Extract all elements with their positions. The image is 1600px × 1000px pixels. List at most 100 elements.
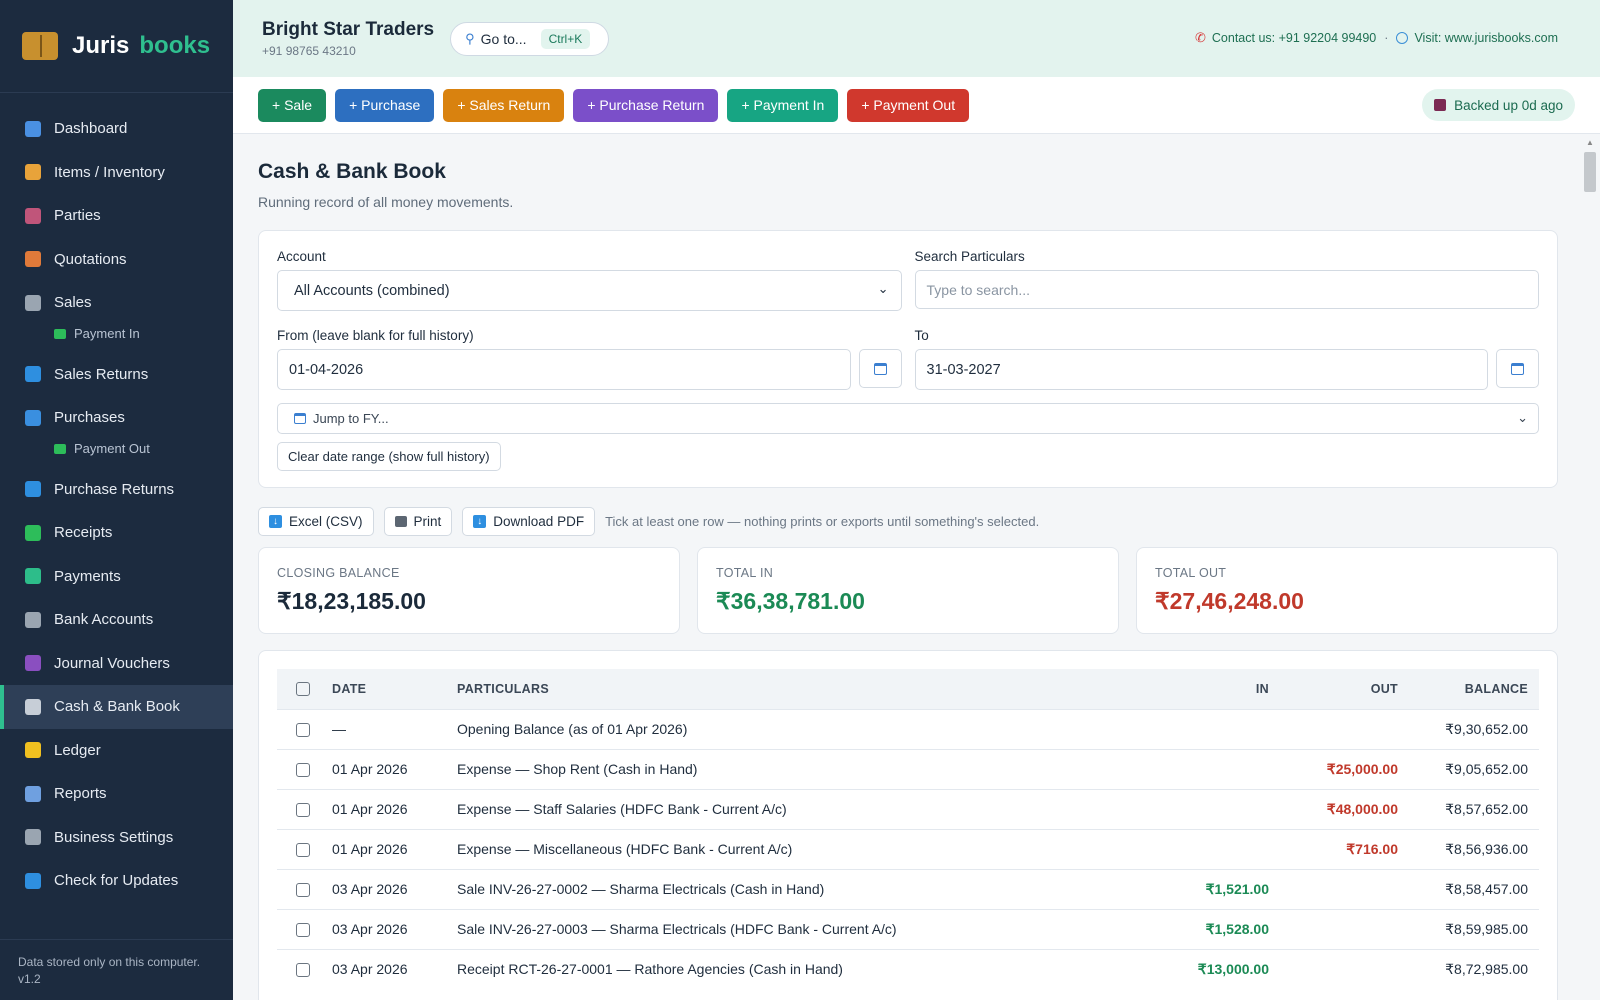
add-payment-out-button[interactable]: + Payment Out	[847, 88, 970, 122]
sidebar-footer: Data stored only on this computer. v1.2	[0, 939, 233, 1000]
to-date-picker-button[interactable]	[1496, 349, 1539, 388]
from-date-picker-button[interactable]	[858, 349, 902, 388]
sidebar-item-check-for-updates[interactable]: Check for Updates	[0, 859, 233, 903]
search-input[interactable]: Type to search...	[914, 270, 1539, 309]
contact-link[interactable]: Contact us: +91 92204 99490	[1211, 31, 1377, 45]
table-row[interactable]: 03 Apr 2026 Receipt RCT-26-27-0001 — Rath…	[277, 948, 1539, 989]
export-csv-button[interactable]: ↓ Excel (CSV)	[258, 506, 374, 536]
sidebar-item-sales[interactable]: Sales	[0, 281, 233, 325]
page-scrollbar[interactable]: ▲	[1583, 138, 1597, 1000]
table-row[interactable]: 01 Apr 2026 Expense — Miscellaneous (HDFC…	[277, 828, 1539, 869]
from-date-input[interactable]: 01-04-2026	[277, 349, 851, 390]
add-purchase-return-button[interactable]: + Purchase Return	[573, 88, 719, 122]
receipt-icon	[25, 294, 41, 311]
quick-actions-bar: + Sale + Purchase + Sales Return + Purchase…	[233, 77, 1600, 134]
books-logo-icon	[22, 32, 58, 60]
print-label: Print	[413, 513, 442, 529]
table-row[interactable]: 01 Apr 2026 Expense — Staff Salaries (HDF…	[277, 788, 1539, 829]
closing-balance-label: CLOSING BALANCE	[277, 566, 400, 580]
row-select-cell	[277, 908, 332, 949]
sidebar-item-journal-vouchers[interactable]: Journal Vouchers	[0, 642, 233, 686]
row-balance: ₹9,30,652.00	[1409, 708, 1539, 749]
content-area: ▲ Cash & Bank Book Running record of all…	[233, 134, 1600, 1000]
add-purchase-button[interactable]: + Purchase	[335, 88, 435, 122]
jump-to-fy-select[interactable]: Jump to FY... ⌄	[277, 403, 1539, 434]
table-row[interactable]: 03 Apr 2026 Sale INV-26-27-0003 — Sharma …	[277, 908, 1539, 949]
sidebar-item-ledger[interactable]: Ledger	[0, 729, 233, 773]
row-checkbox[interactable]	[296, 763, 310, 778]
row-date: —	[332, 708, 457, 749]
backup-status-label: Backed up 0d ago	[1454, 97, 1563, 113]
row-checkbox[interactable]	[296, 803, 310, 818]
table-row[interactable]: 01 Apr 2026 Expense — Shop Rent (Cash in …	[277, 748, 1539, 789]
summary-stats: CLOSING BALANCE ₹18,23,185.00 TOTAL IN ₹…	[258, 547, 1558, 634]
sidebar-item-purchase-returns[interactable]: Purchase Returns	[0, 468, 233, 512]
sidebar-item-cash-bank-book[interactable]: Cash & Bank Book	[0, 685, 233, 729]
sidebar-item-sales-returns[interactable]: Sales Returns	[0, 353, 233, 397]
calendar-icon	[294, 413, 306, 424]
website-link[interactable]: Visit: www.jurisbooks.com	[1414, 31, 1558, 45]
select-all-checkbox[interactable]	[296, 682, 310, 697]
sidebar-item-label: Journal Vouchers	[54, 654, 170, 672]
total-out-value: ₹27,46,248.00	[1155, 588, 1304, 614]
separator-dot: ·	[1384, 31, 1389, 45]
from-date-value: 01-04-2026	[289, 361, 364, 378]
in-header[interactable]: IN	[1255, 681, 1269, 696]
balance-header[interactable]: BALANCE	[1464, 681, 1528, 696]
row-checkbox[interactable]	[296, 923, 310, 938]
phone-icon: ✆	[1194, 30, 1206, 45]
sidebar-item-receipts[interactable]: Receipts	[0, 511, 233, 555]
table-row[interactable]: — Opening Balance (as of 01 Apr 2026) ₹9,3…	[277, 708, 1539, 749]
out-header[interactable]: OUT	[1370, 681, 1398, 696]
download-icon: ↓	[473, 514, 487, 528]
brand[interactable]: Juris books	[0, 0, 233, 93]
particulars-header[interactable]: PARTICULARS	[457, 681, 549, 696]
row-date: 01 Apr 2026	[332, 828, 457, 869]
row-in-amount: ₹1,528.00	[1140, 908, 1280, 949]
clear-date-range-button[interactable]: Clear date range (show full history)	[277, 442, 501, 471]
table-row[interactable]: 03 Apr 2026 Sale INV-26-27-0002 — Sharma …	[277, 868, 1539, 909]
row-checkbox[interactable]	[296, 843, 310, 858]
sidebar-item-reports[interactable]: Reports	[0, 772, 233, 816]
business-name: Bright Star Traders	[262, 19, 435, 40]
to-date-input[interactable]: 31-03-2027	[914, 349, 1488, 390]
print-button[interactable]: Print	[383, 506, 453, 536]
business-phone: +91 98765 43210	[262, 44, 356, 58]
add-payment-in-button[interactable]: + Payment In	[727, 88, 839, 122]
app-version: v1.2	[18, 972, 41, 986]
to-date-value: 31-03-2027	[926, 361, 1001, 378]
row-checkbox[interactable]	[296, 963, 310, 978]
row-checkbox[interactable]	[296, 883, 310, 898]
goto-button[interactable]: ⚲ Go to... Ctrl+K	[450, 21, 610, 56]
row-balance: ₹8,72,985.00	[1409, 948, 1539, 989]
add-sale-button[interactable]: + Sale	[258, 88, 327, 122]
sidebar-item-parties[interactable]: Parties	[0, 194, 233, 238]
total-out-card: TOTAL OUT ₹27,46,248.00	[1136, 547, 1558, 634]
total-out-label: TOTAL OUT	[1155, 566, 1227, 580]
backup-status[interactable]: Backed up 0d ago	[1422, 89, 1575, 121]
sidebar-item-dashboard[interactable]: Dashboard	[0, 107, 233, 151]
date-header[interactable]: DATE	[332, 681, 367, 696]
sidebar-subitem-payment-out[interactable]: Payment Out	[0, 434, 233, 464]
download-pdf-button[interactable]: ↓ Download PDF	[462, 506, 596, 536]
add-sales-return-button[interactable]: + Sales Return	[443, 88, 565, 122]
sidebar-item-items-inventory[interactable]: Items / Inventory	[0, 151, 233, 195]
sidebar-item-business-settings[interactable]: Business Settings	[0, 816, 233, 860]
chevron-down-icon: ⌄	[877, 281, 889, 296]
account-select[interactable]: All Accounts (combined) ⌄	[277, 270, 902, 311]
sidebar-subitem-payment-in[interactable]: Payment In	[0, 319, 233, 349]
from-date-label: From (leave blank for full history)	[277, 328, 474, 343]
account-label: Account	[277, 249, 326, 264]
row-select-cell	[277, 708, 332, 749]
scroll-thumb[interactable]	[1584, 152, 1596, 192]
row-checkbox[interactable]	[296, 723, 310, 738]
sidebar-item-payments[interactable]: Payments	[0, 555, 233, 599]
calendar-icon	[873, 362, 887, 375]
sidebar-item-purchases[interactable]: Purchases	[0, 396, 233, 440]
sidebar-item-bank-accounts[interactable]: Bank Accounts	[0, 598, 233, 642]
sidebar-item-quotations[interactable]: Quotations	[0, 238, 233, 282]
goto-label: Go to...	[480, 30, 527, 47]
sidebar-item-label: Purchases	[54, 409, 125, 427]
row-date: 01 Apr 2026	[332, 748, 457, 789]
scroll-up-arrow-icon[interactable]: ▲	[1586, 138, 1594, 147]
